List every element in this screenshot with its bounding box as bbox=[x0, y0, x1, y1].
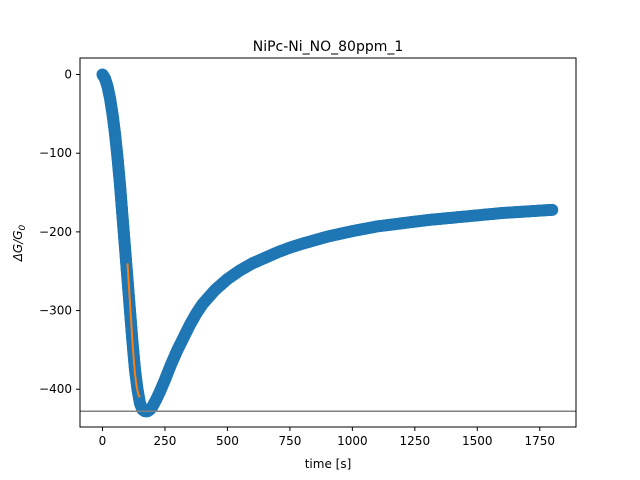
y-tick-label: 0 bbox=[64, 68, 72, 82]
x-axis: 0 250 500 750 1000 1250 1500 1750 bbox=[99, 427, 555, 448]
scatter-point bbox=[546, 203, 559, 216]
y-tick-label: −200 bbox=[39, 225, 72, 239]
y-axis-label-subscript: 0 bbox=[18, 224, 28, 230]
x-tick-label: 1750 bbox=[524, 434, 555, 448]
y-tick-label: −300 bbox=[39, 304, 72, 318]
x-tick-label: 500 bbox=[216, 434, 239, 448]
x-tick-label: 1500 bbox=[462, 434, 493, 448]
fit-line bbox=[126, 263, 141, 398]
y-tick-label: −400 bbox=[39, 382, 72, 396]
plot-frame bbox=[79, 57, 577, 428]
y-tick-label: −100 bbox=[39, 146, 72, 160]
y-axis-label: ΔG/G0 bbox=[11, 224, 28, 262]
x-axis-label: time [s] bbox=[305, 457, 352, 471]
y-axis-label-main: ΔG/G bbox=[11, 230, 25, 262]
x-tick-label: 750 bbox=[278, 434, 301, 448]
series-layer bbox=[96, 68, 559, 418]
y-axis: 0 −100 −200 −300 −400 bbox=[39, 68, 80, 396]
x-tick-label: 250 bbox=[154, 434, 177, 448]
chart-title: NiPc-Ni_NO_80ppm_1 bbox=[253, 39, 404, 55]
x-tick-label: 1000 bbox=[337, 434, 368, 448]
x-tick-label: 0 bbox=[99, 434, 107, 448]
x-tick-label: 1250 bbox=[400, 434, 431, 448]
